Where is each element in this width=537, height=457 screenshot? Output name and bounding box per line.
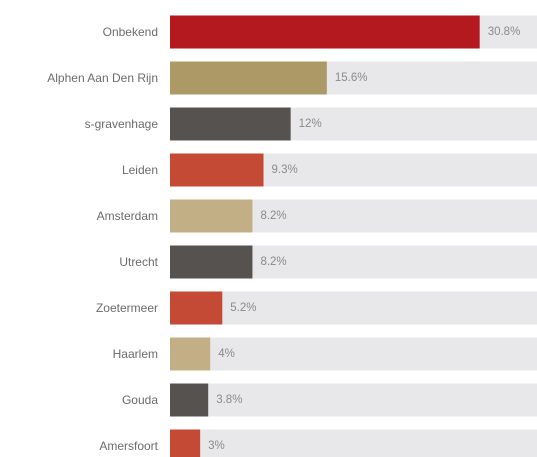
- bar: [170, 199, 253, 233]
- category-label: Amsterdam: [97, 209, 158, 223]
- bar-row: Amsterdam 8.2%: [97, 199, 537, 233]
- bar-track: [170, 291, 537, 325]
- bar: [170, 107, 291, 141]
- bar-row: Amersfoort 3%: [99, 429, 537, 457]
- bar: [170, 61, 327, 95]
- value-label: 3.8%: [216, 394, 242, 406]
- bar: [170, 153, 264, 187]
- category-label: Zoetermeer: [96, 301, 158, 315]
- value-label: 3%: [208, 440, 225, 452]
- bar-row: Zoetermeer 5.2%: [96, 291, 537, 325]
- bar-row: Alphen Aan Den Rijn 15.6%: [47, 61, 537, 95]
- category-label: Gouda: [122, 393, 158, 407]
- category-label: Onbekend: [103, 25, 158, 39]
- chart-rows: Onbekend 30.8% Alphen Aan Den Rijn 15.6% s-g…: [47, 15, 537, 457]
- bar-row: Haarlem 4%: [113, 337, 537, 371]
- value-label: 5.2%: [230, 302, 256, 314]
- value-label: 8.2%: [260, 256, 286, 268]
- bar: [170, 337, 211, 371]
- value-label: 8.2%: [260, 210, 286, 222]
- bar-row: Utrecht 8.2%: [119, 245, 537, 279]
- bar-track: [170, 429, 537, 457]
- value-label: 4%: [218, 348, 235, 360]
- bar-row: s-gravenhage 12%: [85, 107, 537, 141]
- bar: [170, 15, 480, 49]
- value-label: 9.3%: [272, 164, 298, 176]
- category-label: Alphen Aan Den Rijn: [47, 71, 158, 85]
- bar-row: Gouda 3.8%: [122, 383, 537, 417]
- value-label: 30.8%: [488, 26, 521, 38]
- bar: [170, 429, 201, 457]
- bar: [170, 383, 209, 417]
- category-label: Haarlem: [113, 347, 158, 361]
- bar-track: [170, 337, 537, 371]
- bar: [170, 245, 253, 279]
- bar-row: Leiden 9.3%: [122, 153, 537, 187]
- category-label: Leiden: [122, 163, 158, 177]
- category-label: s-gravenhage: [85, 117, 159, 131]
- value-label: 12%: [299, 118, 322, 130]
- category-label: Utrecht: [119, 255, 158, 269]
- category-label: Amersfoort: [99, 439, 158, 453]
- bar-track: [170, 383, 537, 417]
- bar: [170, 291, 223, 325]
- value-label: 15.6%: [335, 72, 368, 84]
- bar-row: Onbekend 30.8%: [103, 15, 537, 49]
